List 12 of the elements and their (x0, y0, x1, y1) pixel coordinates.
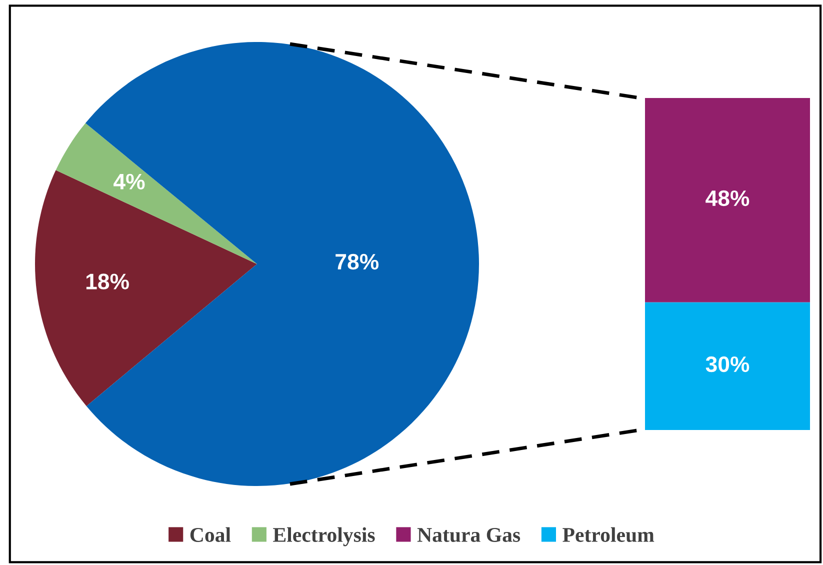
legend-label: Electrolysis (273, 527, 375, 546)
legend-label: Petroleum (562, 527, 654, 542)
pie-slice (56, 123, 257, 264)
data-label: 48% (706, 190, 750, 206)
data-label: 4% (114, 174, 145, 190)
legend-label: Natura Gas (417, 528, 520, 542)
data-label: 18% (86, 274, 129, 290)
legend-label: Coal (190, 527, 231, 542)
pie-slice (35, 170, 257, 406)
data-label: 78% (336, 254, 379, 270)
data-label: 30% (706, 356, 750, 372)
pie-slice (85, 42, 479, 486)
